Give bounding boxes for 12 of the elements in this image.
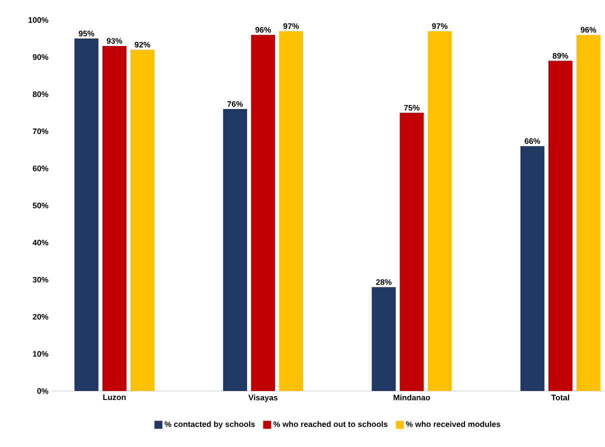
bar <box>74 38 98 391</box>
bar <box>223 109 248 391</box>
bar <box>428 31 452 391</box>
bar <box>279 31 304 391</box>
bar <box>400 112 424 391</box>
bar <box>130 50 154 391</box>
bar <box>372 287 396 391</box>
bar <box>102 46 126 391</box>
bar <box>576 34 600 391</box>
bar <box>251 34 276 391</box>
bar <box>520 146 544 391</box>
bar <box>548 60 572 391</box>
